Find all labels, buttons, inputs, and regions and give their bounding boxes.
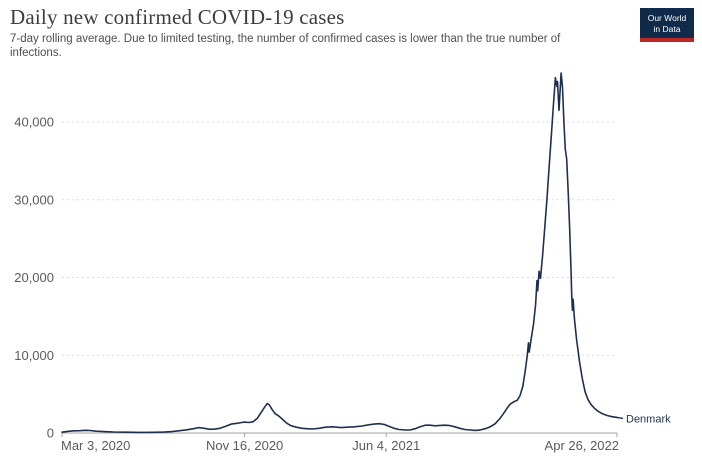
y-axis-tick-label: 40,000 xyxy=(14,115,54,130)
x-axis-tick-label: Apr 26, 2022 xyxy=(545,438,619,453)
x-axis-tick-label: Mar 3, 2020 xyxy=(61,438,130,453)
series-label-connector xyxy=(616,416,624,420)
owid-logo[interactable]: Our World in Data xyxy=(640,8,694,43)
series-label-denmark[interactable]: Denmark xyxy=(626,413,671,425)
chart-title: Daily new confirmed COVID-19 cases xyxy=(10,5,345,29)
y-axis-tick-label: 0 xyxy=(47,426,54,441)
x-axis-tick-label: Jun 4, 2021 xyxy=(352,438,420,453)
y-axis-tick-label: 10,000 xyxy=(14,348,54,363)
y-axis-tick-label: 20,000 xyxy=(14,270,54,285)
chart-header: Daily new confirmed COVID-19 cases 7-day… xyxy=(10,5,632,61)
y-axis-tick-label: 30,000 xyxy=(14,192,54,207)
series-line-denmark[interactable] xyxy=(61,72,618,434)
chart-subtitle: 7-day rolling average. Due to limited te… xyxy=(10,33,561,60)
owid-logo-line2: in Data xyxy=(653,24,681,35)
x-axis-tick-label: Nov 16, 2020 xyxy=(206,438,283,453)
owid-logo-line1: Our World xyxy=(647,13,687,23)
